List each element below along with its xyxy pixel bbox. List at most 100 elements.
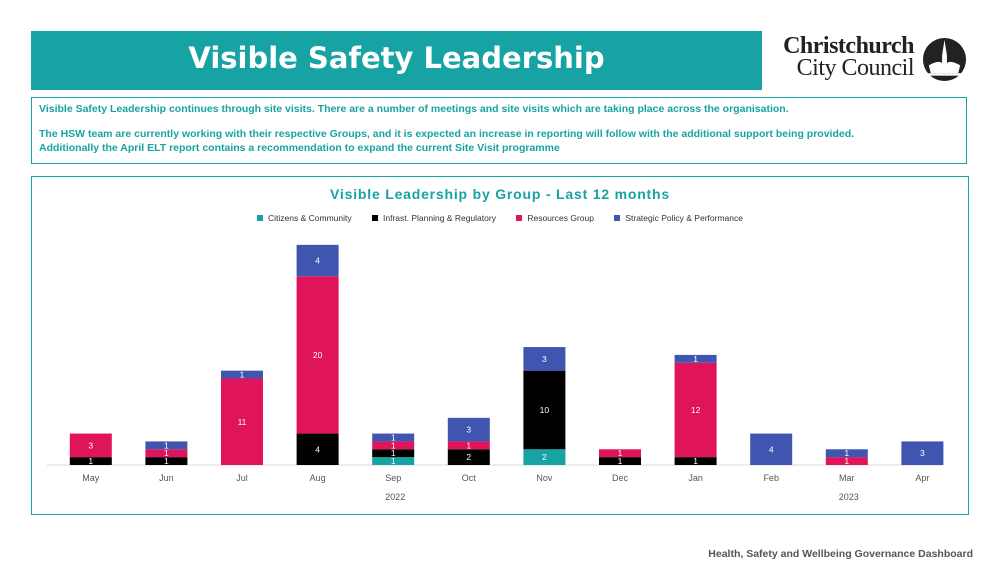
bar-segment <box>372 433 415 442</box>
legend-label: Infrast. Planning & Regulatory <box>383 213 496 223</box>
bar-segment <box>599 449 641 458</box>
bar-segment <box>372 457 415 465</box>
bar-segment <box>145 441 188 450</box>
bar-segment <box>825 449 868 458</box>
bar-segment <box>750 433 793 465</box>
legend-label: Strategic Policy & Performance <box>625 213 743 223</box>
footer-text: Health, Safety and Wellbeing Governance … <box>708 548 973 560</box>
data-label: 1 <box>618 448 623 458</box>
bar-segment <box>221 370 263 379</box>
data-label: 1 <box>391 456 396 466</box>
legend-label: Citizens & Community <box>268 213 352 223</box>
legend-swatch-infrast <box>372 214 379 221</box>
logo-text: Christchurch City Council <box>783 33 915 81</box>
intro-panel: Visible Safety Leadership continues thro… <box>31 97 967 164</box>
x-tick-label: Nov <box>536 473 553 483</box>
chart-panel: Visible Leadership by Group - Last 12 mo… <box>31 176 969 515</box>
year-label: 2022 <box>385 492 405 502</box>
year-label: 2023 <box>839 492 859 502</box>
bar-segment <box>523 370 566 450</box>
x-tick-label: May <box>82 473 100 483</box>
bar-segment <box>145 457 188 465</box>
x-tick-label: Sep <box>385 473 401 483</box>
data-label: 4 <box>315 444 320 454</box>
legend-label: Resources Group <box>527 213 594 223</box>
data-label: 1 <box>391 448 396 458</box>
bar-segment <box>145 449 188 458</box>
page-title: Visible Safety Leadership <box>188 41 605 75</box>
bar-segment <box>372 441 415 450</box>
legend-swatch-resources <box>516 214 523 221</box>
intro-line-1: Visible Safety Leadership continues thro… <box>39 103 789 115</box>
bar-segment <box>674 354 717 363</box>
x-tick-label: Jun <box>159 473 174 483</box>
bar-segment <box>901 441 944 465</box>
data-label: 1 <box>164 440 169 450</box>
data-label: 1 <box>240 370 245 380</box>
bar-segment <box>69 457 112 465</box>
legend-swatch-strategic <box>614 214 621 221</box>
bar-segment <box>296 433 339 465</box>
x-tick-label: Dec <box>612 473 629 483</box>
data-label: 3 <box>920 448 925 458</box>
data-label: 11 <box>238 417 247 427</box>
data-label: 1 <box>466 440 471 450</box>
data-label: 4 <box>769 444 774 454</box>
bar-segment <box>221 378 263 465</box>
data-label: 1 <box>164 456 169 466</box>
x-tick-label: Jul <box>236 473 248 483</box>
logo-line-2: City Council <box>796 55 915 81</box>
x-tick-label: Aug <box>310 473 326 483</box>
intro-line-2: The HSW team are currently working with … <box>39 128 855 140</box>
data-label: 20 <box>313 350 323 360</box>
data-label: 12 <box>691 405 701 415</box>
bar-segment <box>296 244 339 277</box>
stacked-bar-chart: 13May111Jun111Jul4204Aug1111Sep213Oct210… <box>47 244 944 502</box>
data-label: 3 <box>466 425 471 435</box>
data-label: 1 <box>618 456 623 466</box>
bar-segment <box>825 457 868 465</box>
x-tick-label: Jan <box>688 473 703 483</box>
bar-segment <box>523 347 566 371</box>
bar-segment <box>674 362 717 458</box>
data-label: 1 <box>391 440 396 450</box>
x-tick-label: Oct <box>462 473 477 483</box>
x-tick-label: Apr <box>915 473 929 483</box>
data-label: 2 <box>542 452 547 462</box>
intro-line-3: Additionally the April ELT report contai… <box>39 142 560 154</box>
legend-item-citizens: Citizens & Community <box>257 213 352 223</box>
bar-segment <box>523 449 566 465</box>
data-label: 1 <box>391 432 396 442</box>
data-label: 1 <box>693 456 698 466</box>
bar-segment <box>447 449 490 465</box>
data-label: 1 <box>164 448 169 458</box>
data-label: 2 <box>466 452 471 462</box>
data-label: 10 <box>540 405 550 415</box>
chart-legend: Citizens & Community Infrast. Planning &… <box>32 213 968 223</box>
x-tick-label: Mar <box>839 473 855 483</box>
x-tick-label: Feb <box>763 473 779 483</box>
data-label: 3 <box>542 354 547 364</box>
bar-segment <box>674 457 717 465</box>
logo-line-1: Christchurch <box>783 33 914 59</box>
legend-swatch-citizens <box>257 214 264 221</box>
data-label: 1 <box>844 448 849 458</box>
chart-title: Visible Leadership by Group - Last 12 mo… <box>330 186 670 202</box>
data-label: 3 <box>88 440 93 450</box>
council-logo: Christchurch City Council <box>770 33 970 85</box>
data-label: 4 <box>315 256 320 266</box>
legend-item-strategic: Strategic Policy & Performance <box>614 213 743 223</box>
bar-segment <box>447 417 490 442</box>
bar-segment <box>69 433 112 458</box>
data-label: 1 <box>844 456 849 466</box>
legend-item-infrast: Infrast. Planning & Regulatory <box>372 213 496 223</box>
data-label: 1 <box>88 456 93 466</box>
data-label: 1 <box>693 354 698 364</box>
bar-segment <box>296 276 339 434</box>
cathedral-emblem-icon <box>922 37 967 82</box>
bar-segment <box>372 449 415 458</box>
legend-item-resources: Resources Group <box>516 213 594 223</box>
bar-segment <box>447 441 490 450</box>
title-banner: Visible Safety Leadership <box>31 31 762 90</box>
bar-segment <box>599 457 641 465</box>
